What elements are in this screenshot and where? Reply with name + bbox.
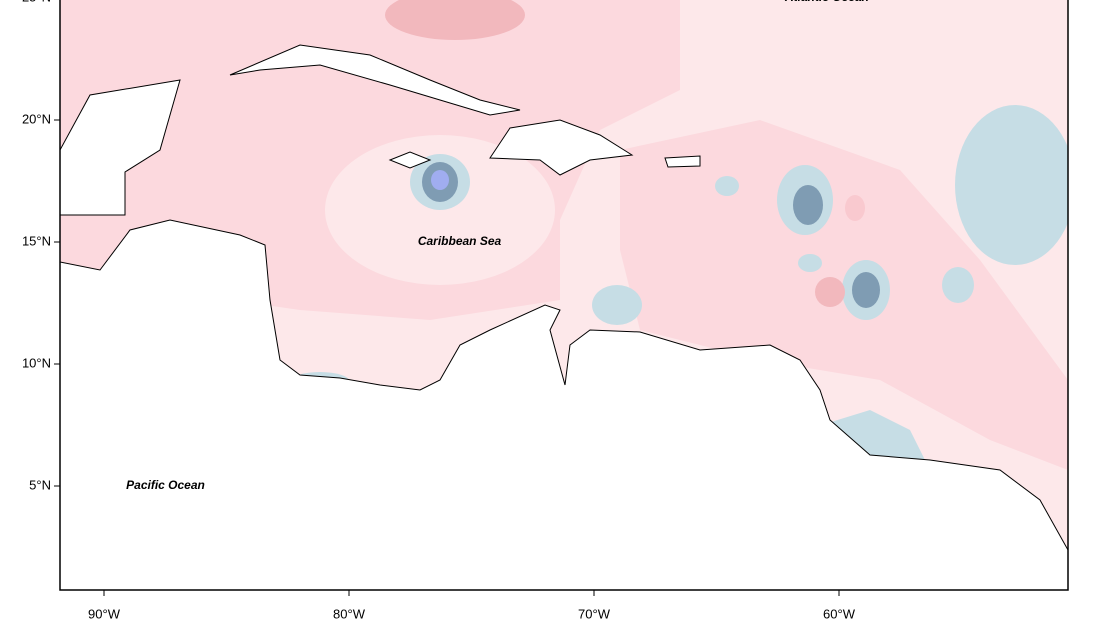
blue-region xyxy=(798,254,822,272)
cuba xyxy=(229,44,521,116)
lat-tick-label: 10°N xyxy=(22,355,51,370)
hispaniola xyxy=(489,119,634,176)
pink-dark xyxy=(385,0,525,40)
lat-tick-label: 15°N xyxy=(22,233,51,248)
lon-tick-label: 70°W xyxy=(578,606,611,621)
puerto-rico xyxy=(664,155,701,168)
pink-dark xyxy=(815,277,845,307)
blue-region xyxy=(715,176,739,196)
blue-region xyxy=(592,285,642,325)
yucatan xyxy=(60,79,181,216)
lon-tick-label: 90°W xyxy=(88,606,121,621)
jamaica xyxy=(388,151,432,169)
pink-dark xyxy=(845,195,865,221)
blue-region xyxy=(955,105,1068,265)
mainland xyxy=(60,219,1068,590)
blue-core xyxy=(431,170,449,190)
lat-tick-label: 5°N xyxy=(29,477,51,492)
lat-tick-label: 25°N xyxy=(22,0,51,4)
blue-region xyxy=(942,267,974,303)
ocean-label: Atlantic Ocean xyxy=(784,0,869,4)
lon-tick-label: 80°W xyxy=(333,606,366,621)
ocean-label: Pacific Ocean xyxy=(126,478,205,492)
ocean-label: Caribbean Sea xyxy=(418,234,502,248)
blue-dark xyxy=(793,185,823,225)
anomaly-field xyxy=(60,0,1068,590)
lon-tick-label: 60°W xyxy=(823,606,856,621)
blue-dark xyxy=(852,272,880,308)
map-frame xyxy=(59,0,1069,591)
lat-tick-label: 20°N xyxy=(22,111,51,126)
